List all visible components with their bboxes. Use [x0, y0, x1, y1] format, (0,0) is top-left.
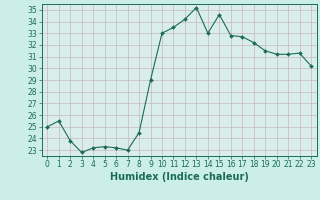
X-axis label: Humidex (Indice chaleur): Humidex (Indice chaleur) [110, 172, 249, 182]
